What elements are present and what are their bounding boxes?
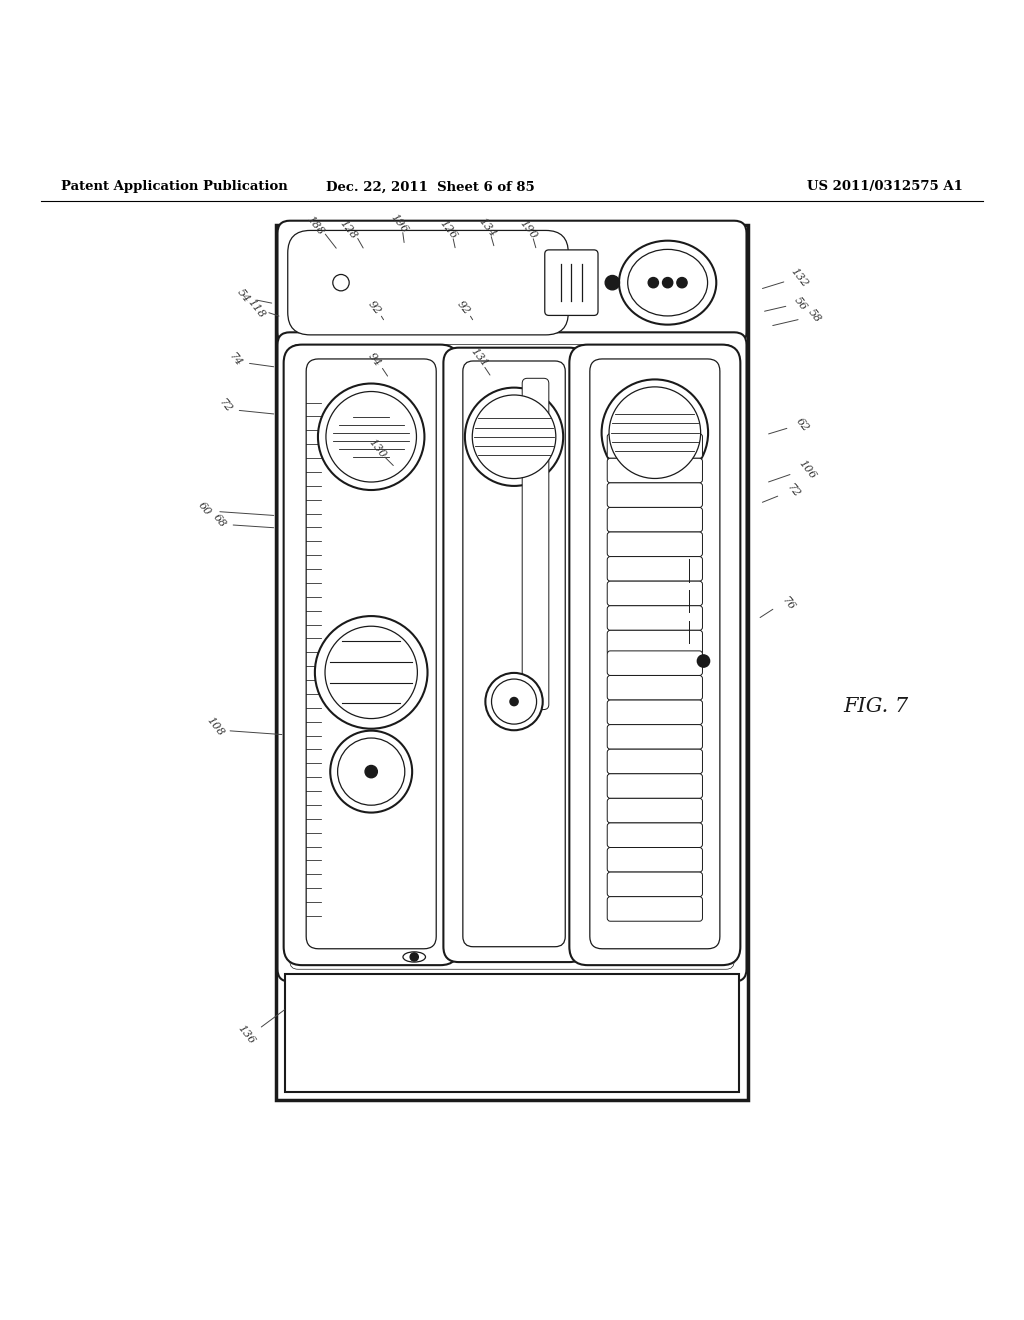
FancyBboxPatch shape bbox=[569, 345, 740, 965]
Text: 134: 134 bbox=[477, 216, 498, 239]
FancyBboxPatch shape bbox=[288, 231, 568, 335]
FancyBboxPatch shape bbox=[607, 700, 702, 725]
Bar bbox=[285, 974, 739, 1092]
FancyBboxPatch shape bbox=[607, 507, 702, 532]
Text: 62: 62 bbox=[795, 416, 811, 433]
Text: 60: 60 bbox=[197, 500, 213, 517]
Circle shape bbox=[485, 673, 543, 730]
Text: 108: 108 bbox=[205, 715, 225, 738]
Ellipse shape bbox=[318, 384, 425, 490]
FancyBboxPatch shape bbox=[545, 249, 598, 315]
FancyBboxPatch shape bbox=[607, 606, 702, 631]
Text: 128: 128 bbox=[338, 218, 358, 242]
FancyBboxPatch shape bbox=[284, 345, 459, 965]
Text: 58: 58 bbox=[806, 308, 822, 325]
Text: 136: 136 bbox=[236, 1023, 256, 1047]
FancyBboxPatch shape bbox=[590, 359, 720, 949]
Ellipse shape bbox=[465, 388, 563, 486]
Circle shape bbox=[333, 275, 349, 290]
Text: 72: 72 bbox=[785, 482, 802, 500]
Text: 94: 94 bbox=[367, 351, 383, 368]
Text: 196: 196 bbox=[389, 213, 410, 235]
Circle shape bbox=[366, 766, 378, 777]
FancyBboxPatch shape bbox=[607, 750, 702, 774]
Circle shape bbox=[677, 277, 687, 288]
Ellipse shape bbox=[609, 387, 700, 478]
FancyBboxPatch shape bbox=[443, 347, 585, 962]
Circle shape bbox=[338, 738, 404, 805]
Text: 126: 126 bbox=[438, 218, 459, 242]
Text: 132: 132 bbox=[788, 267, 809, 289]
Text: FIG. 7: FIG. 7 bbox=[843, 697, 908, 715]
Circle shape bbox=[605, 276, 620, 290]
Text: 118: 118 bbox=[246, 297, 266, 321]
Text: 92: 92 bbox=[456, 300, 472, 317]
Text: 131: 131 bbox=[469, 346, 489, 370]
FancyBboxPatch shape bbox=[463, 360, 565, 946]
FancyBboxPatch shape bbox=[522, 379, 549, 710]
Circle shape bbox=[510, 697, 518, 706]
Circle shape bbox=[315, 616, 428, 729]
FancyBboxPatch shape bbox=[607, 896, 702, 921]
Text: 56: 56 bbox=[793, 294, 809, 313]
Bar bbox=[276, 224, 748, 1101]
FancyBboxPatch shape bbox=[278, 333, 746, 982]
FancyBboxPatch shape bbox=[607, 847, 702, 873]
FancyBboxPatch shape bbox=[607, 676, 702, 700]
FancyBboxPatch shape bbox=[607, 774, 702, 799]
Circle shape bbox=[663, 277, 673, 288]
FancyBboxPatch shape bbox=[607, 483, 702, 507]
Circle shape bbox=[697, 655, 710, 667]
Ellipse shape bbox=[628, 249, 708, 315]
Circle shape bbox=[492, 678, 537, 725]
Text: 190: 190 bbox=[518, 218, 539, 242]
Ellipse shape bbox=[403, 952, 426, 962]
Text: US 2011/0312575 A1: US 2011/0312575 A1 bbox=[807, 181, 963, 194]
Text: 92: 92 bbox=[367, 300, 383, 317]
Ellipse shape bbox=[602, 379, 709, 486]
FancyBboxPatch shape bbox=[607, 434, 702, 458]
FancyBboxPatch shape bbox=[607, 651, 702, 676]
Circle shape bbox=[330, 731, 412, 813]
FancyBboxPatch shape bbox=[278, 220, 746, 345]
FancyBboxPatch shape bbox=[607, 557, 702, 581]
FancyBboxPatch shape bbox=[607, 631, 702, 655]
FancyBboxPatch shape bbox=[607, 725, 702, 750]
Text: 106: 106 bbox=[797, 458, 817, 480]
Circle shape bbox=[325, 626, 418, 718]
FancyBboxPatch shape bbox=[607, 799, 702, 822]
Ellipse shape bbox=[326, 392, 417, 482]
Bar bbox=[285, 234, 739, 1092]
Text: 68: 68 bbox=[211, 512, 227, 529]
Text: 130: 130 bbox=[367, 437, 387, 461]
Circle shape bbox=[411, 953, 419, 961]
Text: 188: 188 bbox=[305, 214, 326, 238]
Text: 74: 74 bbox=[227, 351, 244, 368]
FancyBboxPatch shape bbox=[607, 822, 702, 847]
FancyBboxPatch shape bbox=[607, 873, 702, 896]
FancyBboxPatch shape bbox=[607, 532, 702, 557]
Text: 72: 72 bbox=[217, 397, 233, 414]
Circle shape bbox=[648, 277, 658, 288]
Text: 54: 54 bbox=[236, 286, 252, 304]
FancyBboxPatch shape bbox=[607, 581, 702, 606]
Text: 76: 76 bbox=[780, 595, 797, 612]
FancyBboxPatch shape bbox=[306, 359, 436, 949]
Text: Dec. 22, 2011  Sheet 6 of 85: Dec. 22, 2011 Sheet 6 of 85 bbox=[326, 181, 535, 194]
Ellipse shape bbox=[472, 395, 556, 479]
Text: Patent Application Publication: Patent Application Publication bbox=[61, 181, 288, 194]
FancyBboxPatch shape bbox=[607, 458, 702, 483]
Ellipse shape bbox=[620, 240, 717, 325]
